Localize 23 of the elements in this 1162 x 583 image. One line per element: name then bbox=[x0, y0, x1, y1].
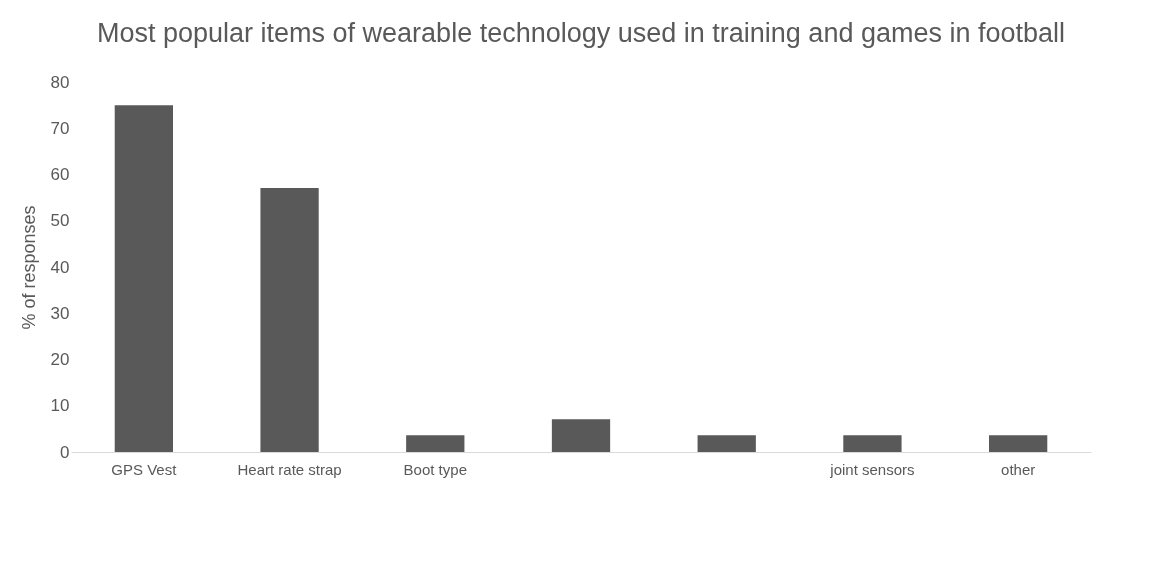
bar bbox=[551, 419, 611, 452]
bar bbox=[989, 435, 1048, 452]
y-tick-label: 0 bbox=[60, 442, 70, 462]
x-tick-label: joint sensors bbox=[829, 460, 915, 478]
y-tick-label: 20 bbox=[50, 350, 70, 369]
y-tick-label: 40 bbox=[50, 257, 70, 277]
y-tick-label: 80 bbox=[50, 72, 70, 92]
bar bbox=[843, 435, 902, 452]
chart-title: Most popular items of wearable technology used in training and games in football bbox=[96, 18, 1066, 48]
x-tick-label: GPS Vest bbox=[111, 460, 178, 478]
x-tick-label: Heart rate strap bbox=[237, 460, 342, 478]
y-tick-label: 30 bbox=[50, 303, 70, 323]
y-axis-title: % of responses bbox=[18, 205, 39, 330]
y-tick-label: 50 bbox=[50, 211, 70, 231]
bar bbox=[260, 187, 319, 452]
y-tick-label: 70 bbox=[50, 118, 70, 138]
bar bbox=[406, 435, 465, 452]
x-tick-label: other bbox=[1001, 460, 1036, 478]
bar bbox=[114, 105, 173, 452]
y-tick-label: 60 bbox=[50, 165, 70, 184]
y-tick-label: 10 bbox=[50, 396, 70, 416]
x-tick-label: Boot type bbox=[403, 460, 467, 478]
bar bbox=[697, 435, 756, 452]
